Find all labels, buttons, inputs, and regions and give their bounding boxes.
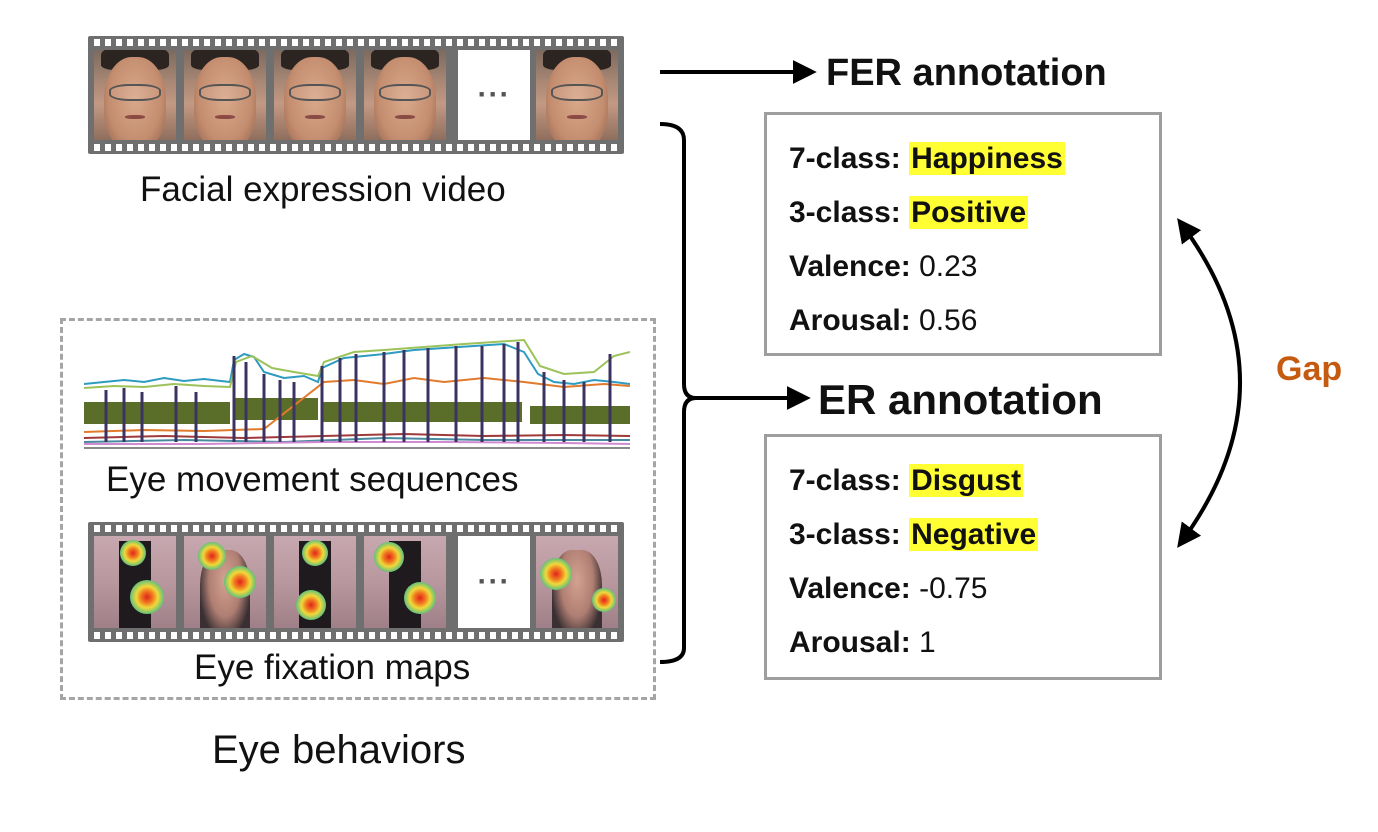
film-perforations [94,632,618,639]
er-valence-value: -0.75 [919,572,988,605]
fer-three-class-key: 3-class: [789,196,901,229]
er-seven-class-value: Disgust [909,464,1024,497]
fer-valence-value: 0.23 [919,250,978,283]
facial-video-filmstrip: ··· [88,36,624,154]
fer-arousal-value: 0.56 [919,304,978,337]
face-frame [94,50,176,140]
fer-annotation-box: 7-class: Happiness 3-class: Positive Val… [764,112,1162,356]
fixation-frame [184,536,266,628]
fer-three-class-row: 3-class: Positive [789,193,1029,233]
ellipsis-frame: ··· [458,536,530,628]
ellipsis: ··· [477,565,511,598]
fer-arousal-row: Arousal: 0.56 [789,301,977,341]
ellipsis-frame: ··· [458,50,530,140]
fixation-filmstrip: ··· [88,522,624,642]
er-arousal-row: Arousal: 1 [789,623,936,663]
fixation-frame [364,536,446,628]
film-perforations [94,525,618,532]
er-seven-class-key: 7-class: [789,464,901,497]
er-arousal-value: 1 [919,626,936,659]
eye-sequence-caption: Eye movement sequences [106,460,519,499]
eye-behaviors-caption: Eye behaviors [212,728,466,772]
er-seven-class-row: 7-class: Disgust [789,461,1024,501]
fixation-frame [536,536,618,628]
er-valence-key: Valence: [789,572,911,605]
fer-seven-class-value: Happiness [909,142,1065,175]
fer-title: FER annotation [826,52,1107,94]
fer-arousal-key: Arousal: [789,304,911,337]
fer-valence-key: Valence: [789,250,911,283]
film-perforations [94,144,618,151]
er-three-class-key: 3-class: [789,518,901,551]
er-arousal-key: Arousal: [789,626,911,659]
fixation-caption: Eye fixation maps [194,648,471,687]
fixation-frame [274,536,356,628]
eye-movement-plot [84,338,630,449]
er-three-class-value: Negative [909,518,1039,551]
face-frame [364,50,446,140]
face-frame [184,50,266,140]
fer-three-class-value: Positive [909,196,1029,229]
face-frame [536,50,618,140]
gap-label: Gap [1276,350,1343,388]
er-annotation-box: 7-class: Disgust 3-class: Negative Valen… [764,434,1162,680]
fixation-frame [94,536,176,628]
er-valence-row: Valence: -0.75 [789,569,987,609]
fer-valence-row: Valence: 0.23 [789,247,977,287]
fer-seven-class-key: 7-class: [789,142,901,175]
ellipsis: ··· [477,78,511,111]
film-perforations [94,39,618,46]
video-caption: Facial expression video [140,170,506,209]
eye-behaviors-group [60,318,656,700]
er-title: ER annotation [818,376,1103,423]
fer-seven-class-row: 7-class: Happiness [789,139,1065,179]
face-frame [274,50,356,140]
er-three-class-row: 3-class: Negative [789,515,1039,555]
